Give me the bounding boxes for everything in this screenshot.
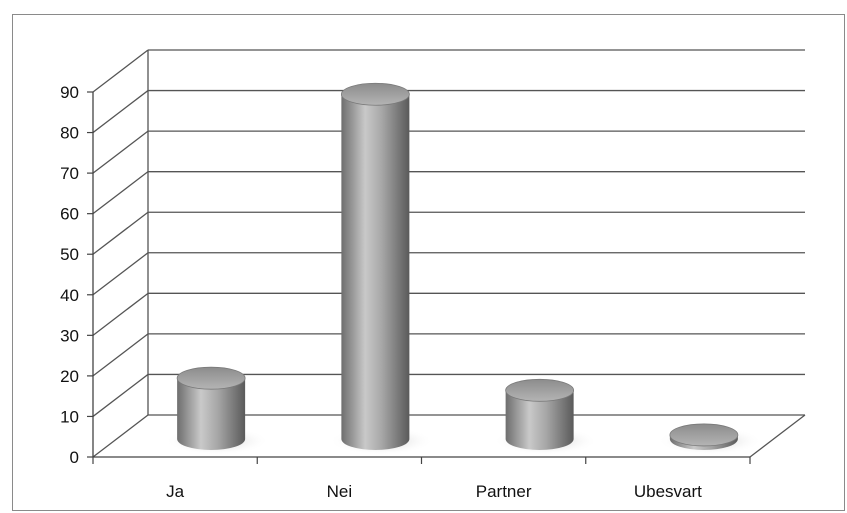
gridline-diagonal [92, 373, 149, 417]
gridline-diagonal [92, 90, 149, 134]
bar-top [669, 423, 739, 447]
gridline-diagonal [92, 211, 149, 255]
x-category-label: Nei [327, 482, 353, 501]
bar-top [176, 366, 246, 390]
y-tick-label: 90 [60, 83, 79, 102]
gridline-diagonal [92, 171, 149, 215]
gridline-diagonal [92, 414, 149, 458]
bar-nei [329, 82, 434, 455]
x-category-label: Ja [166, 482, 185, 501]
y-tick-label: 0 [70, 448, 79, 467]
y-tick-label: 10 [60, 407, 79, 426]
bar-partner [493, 378, 598, 455]
x-category-label: Partner [476, 482, 532, 501]
gridline-diagonal [92, 252, 149, 296]
bar-body [177, 378, 246, 450]
axis-layer [87, 91, 751, 464]
x-category-label: Ubesvart [634, 482, 702, 501]
grid-layer [92, 49, 806, 458]
y-tick-label: 70 [60, 164, 79, 183]
bar-top [340, 82, 410, 106]
gridline-diagonal [92, 292, 149, 336]
y-tick-label: 40 [60, 286, 79, 305]
gridline-diagonal [92, 49, 149, 93]
y-tick-label: 30 [60, 326, 79, 345]
y-tick-label: 20 [60, 367, 79, 386]
x-category-labels: Ja Nei Partner Ubesvart [166, 482, 702, 501]
y-tick-label: 60 [60, 205, 79, 224]
bar-body [505, 390, 574, 450]
y-tick-labels: 0 10 20 30 40 50 60 70 80 90 [60, 83, 79, 467]
floor-right-edge [749, 414, 806, 458]
bar-ubesvart [657, 423, 762, 455]
y-tick-label: 50 [60, 245, 79, 264]
bar-body [341, 94, 410, 451]
y-tick-label: 80 [60, 124, 79, 143]
gridline-diagonal [92, 130, 149, 174]
bar-layer [165, 82, 762, 455]
bar-top [505, 378, 575, 402]
bar-ja [165, 366, 270, 455]
gridline-diagonal [92, 333, 149, 377]
